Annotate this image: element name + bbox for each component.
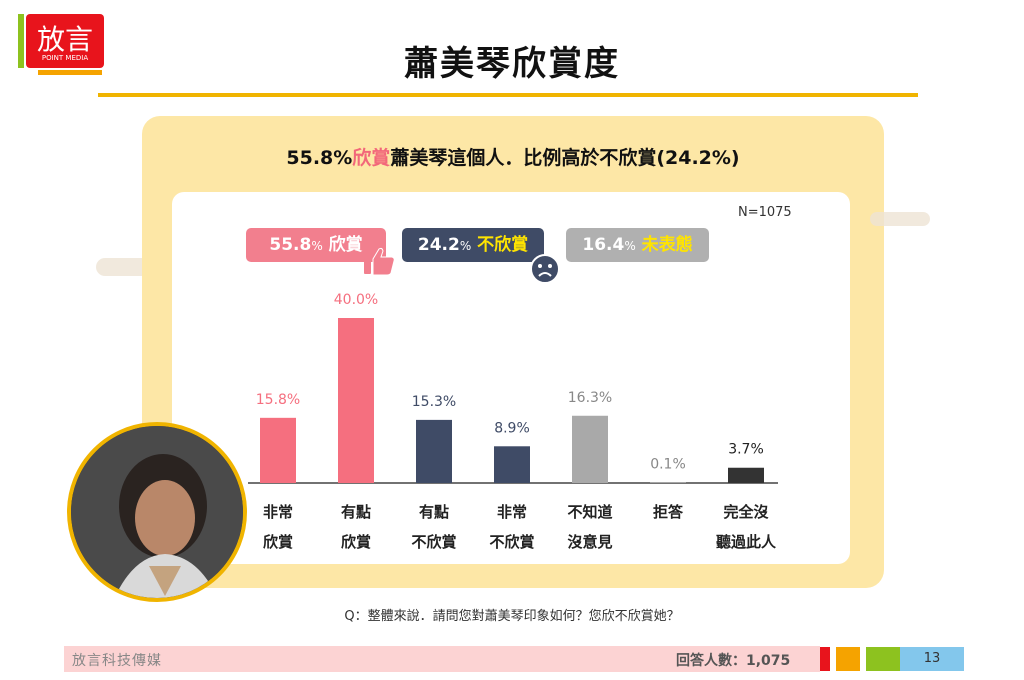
footer-square-green bbox=[866, 647, 900, 671]
title-divider bbox=[98, 93, 918, 97]
subtitle-name: 蕭美琴 bbox=[390, 147, 448, 169]
thumbs-up-icon bbox=[364, 247, 395, 276]
summary-positive-unit: % bbox=[311, 239, 323, 253]
bar-3 bbox=[494, 446, 530, 483]
summary-neutral-pct: 16.4 bbox=[582, 235, 625, 255]
subtitle-rest: 這個人．比例高於不欣賞(24.2%) bbox=[447, 147, 740, 169]
footer-brand: 放言科技傳媒 bbox=[72, 653, 162, 669]
summary-neutral: 16.4% 未表態 bbox=[566, 228, 709, 262]
page-number: 13 bbox=[900, 647, 964, 671]
bar-2 bbox=[416, 419, 452, 483]
logo-subtext: POINT MEDIA bbox=[41, 54, 89, 62]
sample-size: N=1075 bbox=[738, 205, 792, 220]
category-label-1-1: 欣賞 bbox=[341, 533, 371, 551]
subtitle-percent: 55.8% bbox=[286, 147, 353, 169]
category-label-1-0: 有點 bbox=[341, 503, 371, 521]
survey-question: Q：整體來說．請問您對蕭美琴印象如何？您欣不欣賞她？ bbox=[344, 609, 680, 624]
logo-text: 放言 bbox=[36, 23, 93, 56]
summary-negative: 24.2% 不欣賞 bbox=[402, 228, 544, 262]
bar-5 bbox=[650, 482, 686, 483]
category-label-2-1: 不欣賞 bbox=[411, 533, 456, 551]
bar-value-label-4: 16.3% bbox=[568, 390, 612, 406]
sad-face-icon bbox=[530, 254, 560, 284]
logo: 放言 POINT MEDIA bbox=[18, 14, 108, 78]
bar-value-label-3: 8.9% bbox=[494, 420, 530, 436]
category-label-0-1: 欣賞 bbox=[263, 533, 293, 551]
summary-negative-label: 不欣賞 bbox=[477, 235, 529, 255]
bar-4 bbox=[572, 415, 608, 483]
summary-positive-pct: 55.8 bbox=[269, 235, 312, 255]
portrait-photo bbox=[67, 422, 247, 602]
category-label-5-0: 拒答 bbox=[653, 503, 684, 521]
summary-negative-unit: % bbox=[459, 239, 472, 253]
category-label-3-1: 不欣賞 bbox=[489, 533, 534, 551]
subtitle-highlight: 欣賞 bbox=[352, 147, 391, 169]
bar-0 bbox=[260, 417, 296, 483]
category-label-0-0: 非常 bbox=[263, 503, 293, 521]
footer-respondents: 回答人數：1,075 bbox=[676, 653, 791, 669]
footer-square-orange bbox=[836, 647, 860, 671]
bar-value-label-5: 0.1% bbox=[650, 457, 686, 473]
bar-1 bbox=[338, 318, 374, 483]
summary-neutral-unit: % bbox=[624, 239, 636, 253]
category-label-4-1: 沒意見 bbox=[567, 533, 612, 551]
chart-subtitle: 55.8%欣賞蕭美琴這個人．比例高於不欣賞(24.2%) bbox=[142, 143, 884, 170]
summary-positive: 55.8% 欣賞 bbox=[246, 228, 386, 262]
summary-neutral-label: 未表態 bbox=[641, 235, 693, 255]
summary-negative-pct: 24.2 bbox=[417, 235, 460, 255]
bar-value-label-2: 15.3% bbox=[412, 394, 456, 410]
footer-bar bbox=[64, 646, 820, 672]
category-label-4-0: 不知道 bbox=[567, 503, 612, 521]
bar-value-label-1: 40.0% bbox=[334, 292, 378, 308]
footer-square-red bbox=[820, 647, 830, 671]
bar-value-label-0: 15.8% bbox=[256, 392, 300, 408]
category-label-6-0: 完全沒 bbox=[723, 503, 769, 521]
category-label-2-0: 有點 bbox=[419, 503, 449, 521]
category-label-6-1: 聽過此人 bbox=[716, 533, 777, 551]
bar-6 bbox=[728, 467, 764, 483]
page-title: 蕭美琴欣賞度 bbox=[404, 44, 620, 84]
summary-positive-label: 欣賞 bbox=[328, 235, 363, 255]
category-label-3-0: 非常 bbox=[497, 503, 527, 521]
bar-value-label-6: 3.7% bbox=[728, 442, 764, 458]
decorative-brush bbox=[870, 212, 930, 226]
